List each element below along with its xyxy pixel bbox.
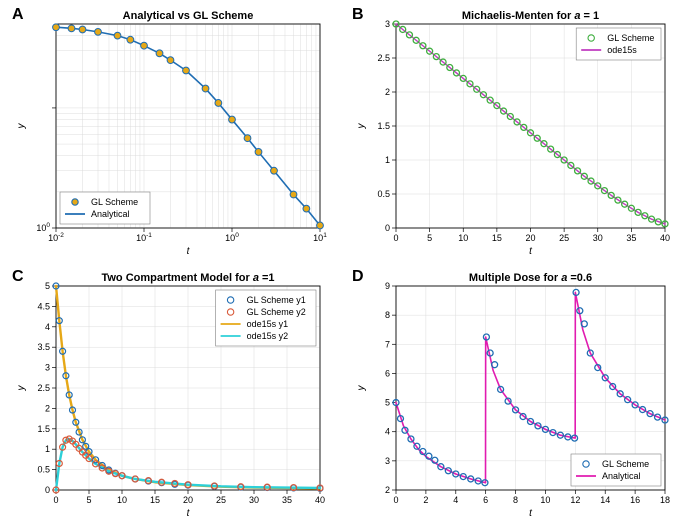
svg-text:5: 5 (385, 398, 390, 408)
svg-text:3: 3 (45, 363, 50, 373)
svg-text:14: 14 (600, 495, 610, 505)
svg-text:ode15s y2: ode15s y2 (247, 331, 289, 341)
svg-text:100: 100 (36, 222, 50, 233)
svg-text:2.5: 2.5 (377, 53, 390, 63)
svg-text:0: 0 (393, 495, 398, 505)
svg-text:2.5: 2.5 (37, 383, 50, 393)
svg-text:20: 20 (525, 233, 535, 243)
panel-A-legend: GL Scheme Analytical (60, 192, 150, 224)
svg-text:t: t (529, 246, 533, 257)
svg-text:2: 2 (45, 403, 50, 413)
svg-text:40: 40 (315, 495, 325, 505)
svg-text:20: 20 (183, 495, 193, 505)
svg-text:8: 8 (385, 310, 390, 320)
svg-text:6: 6 (385, 368, 390, 378)
svg-text:y: y (356, 123, 367, 130)
svg-text:3: 3 (385, 456, 390, 466)
svg-text:2: 2 (385, 87, 390, 97)
svg-text:GL Scheme: GL Scheme (607, 33, 654, 43)
svg-text:y: y (356, 385, 367, 392)
svg-text:GL Scheme: GL Scheme (602, 459, 649, 469)
svg-text:0: 0 (385, 223, 390, 233)
svg-text:2: 2 (385, 485, 390, 495)
svg-text:15: 15 (150, 495, 160, 505)
svg-text:5: 5 (45, 281, 50, 291)
svg-text:12: 12 (570, 495, 580, 505)
svg-text:2: 2 (423, 495, 428, 505)
svg-text:10-2: 10-2 (48, 232, 64, 243)
svg-text:7: 7 (385, 339, 390, 349)
svg-text:0: 0 (45, 485, 50, 495)
svg-text:30: 30 (249, 495, 259, 505)
panel-B-title: Michaelis-Menten for a = 1 (462, 10, 599, 22)
svg-text:t: t (529, 508, 533, 519)
panel-B-legend: GL Scheme ode15s (576, 28, 661, 60)
svg-text:4: 4 (45, 322, 50, 332)
panel-letter-D: D (352, 268, 364, 286)
svg-text:0: 0 (53, 495, 58, 505)
svg-text:GL Scheme y1: GL Scheme y1 (247, 295, 306, 305)
svg-text:1.5: 1.5 (377, 121, 390, 131)
panel-C: 0 5 10 15 20 25 30 35 40 0 0.5 1 1.5 2 2.5 3 3.5 4 4.5 5 Two… (10, 268, 330, 520)
svg-text:GL Scheme: GL Scheme (91, 197, 138, 207)
panel-B-svg: 0 5 10 15 20 25 30 35 40 0 0.5 1 1.5 2 2.5 3 Michaelis-M… (350, 6, 675, 258)
panel-D-svg: 02468101214161823456789Multiple Dose for… (350, 268, 675, 520)
svg-text:y: y (16, 123, 27, 130)
panel-D-legend: GL Scheme Analytical (571, 454, 661, 486)
svg-text:15: 15 (492, 233, 502, 243)
svg-text:101: 101 (313, 232, 327, 243)
svg-text:1: 1 (385, 155, 390, 165)
svg-text:t: t (187, 246, 191, 257)
svg-text:35: 35 (282, 495, 292, 505)
panel-B: 0 5 10 15 20 25 30 35 40 0 0.5 1 1.5 2 2.5 3 Michaelis-M… (350, 6, 675, 258)
svg-text:Analytical: Analytical (91, 209, 130, 219)
panel-A-title: Analytical vs GL Scheme (123, 10, 254, 22)
svg-text:30: 30 (593, 233, 603, 243)
svg-text:25: 25 (216, 495, 226, 505)
svg-text:6: 6 (483, 495, 488, 505)
svg-text:10-1: 10-1 (136, 232, 152, 243)
svg-text:8: 8 (513, 495, 518, 505)
svg-text:0.5: 0.5 (37, 465, 50, 475)
panel-letter-C: C (12, 268, 24, 286)
panel-A-svg: 10-2 10-1 100 101 100 Analytical vs GL Scheme… (10, 6, 330, 258)
svg-text:10: 10 (540, 495, 550, 505)
svg-text:40: 40 (660, 233, 670, 243)
panel-C-svg: 0 5 10 15 20 25 30 35 40 0 0.5 1 1.5 2 2.5 3 3.5 4 4.5 5 Two… (10, 268, 330, 520)
svg-text:4: 4 (385, 427, 390, 437)
svg-text:y: y (16, 385, 27, 392)
panel-letter-B: B (352, 6, 364, 24)
svg-text:5: 5 (427, 233, 432, 243)
svg-text:ode15s: ode15s (607, 45, 637, 55)
panel-D-title: Multiple Dose for a =0.6 (469, 272, 592, 284)
svg-text:18: 18 (660, 495, 670, 505)
svg-text:4: 4 (453, 495, 458, 505)
panel-C-legend: GL Scheme y1 GL Scheme y2 ode15s y1 ode15s … (216, 290, 316, 346)
svg-text:9: 9 (385, 281, 390, 291)
svg-text:10: 10 (117, 495, 127, 505)
panel-letter-A: A (12, 6, 24, 24)
svg-text:3: 3 (385, 19, 390, 29)
svg-text:3.5: 3.5 (37, 342, 50, 352)
svg-text:Analytical: Analytical (602, 471, 641, 481)
svg-text:5: 5 (86, 495, 91, 505)
svg-text:ode15s y1: ode15s y1 (247, 319, 289, 329)
svg-text:0: 0 (393, 233, 398, 243)
svg-text:GL Scheme y2: GL Scheme y2 (247, 307, 306, 317)
svg-text:0.5: 0.5 (377, 189, 390, 199)
svg-text:16: 16 (630, 495, 640, 505)
svg-text:100: 100 (225, 232, 239, 243)
svg-text:35: 35 (626, 233, 636, 243)
svg-text:4.5: 4.5 (37, 301, 50, 311)
svg-text:t: t (187, 508, 191, 519)
panel-C-title: Two Compartment Model for a =1 (101, 272, 274, 284)
svg-text:10: 10 (458, 233, 468, 243)
svg-text:25: 25 (559, 233, 569, 243)
svg-text:1.5: 1.5 (37, 424, 50, 434)
panel-D: 02468101214161823456789Multiple Dose for… (350, 268, 675, 520)
panel-A: 10-2 10-1 100 101 100 Analytical vs GL Scheme… (10, 6, 330, 258)
svg-text:1: 1 (45, 444, 50, 454)
